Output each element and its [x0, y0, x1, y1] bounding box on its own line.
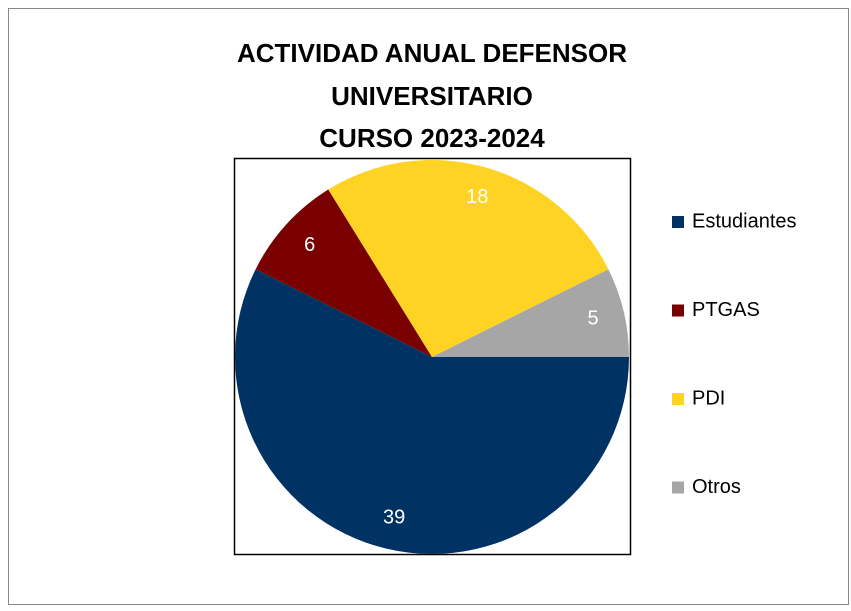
chart-title: UNIVERSITARIO — [331, 81, 533, 111]
chart-title: CURSO 2023-2024 — [319, 123, 545, 153]
data-label: 6 — [304, 234, 315, 256]
data-label: 18 — [466, 186, 488, 208]
legend-swatch — [672, 216, 684, 228]
legend-label: Estudiantes — [692, 210, 797, 232]
legend-label: PDI — [692, 387, 725, 409]
legend-swatch — [672, 304, 684, 317]
chart-title: ACTIVIDAD ANUAL DEFENSOR — [237, 38, 627, 68]
data-label: 5 — [588, 307, 599, 329]
legend-swatch — [672, 481, 684, 494]
pie-slice — [255, 189, 432, 357]
pie-slice — [432, 269, 629, 357]
pie-slice — [328, 160, 609, 357]
data-label: 39 — [383, 506, 405, 528]
legend-label: Otros — [692, 476, 741, 498]
plot-area — [233, 157, 632, 556]
legend-swatch — [672, 393, 684, 405]
legend-label: PTGAS — [692, 299, 760, 321]
pie-slice — [234, 269, 630, 554]
